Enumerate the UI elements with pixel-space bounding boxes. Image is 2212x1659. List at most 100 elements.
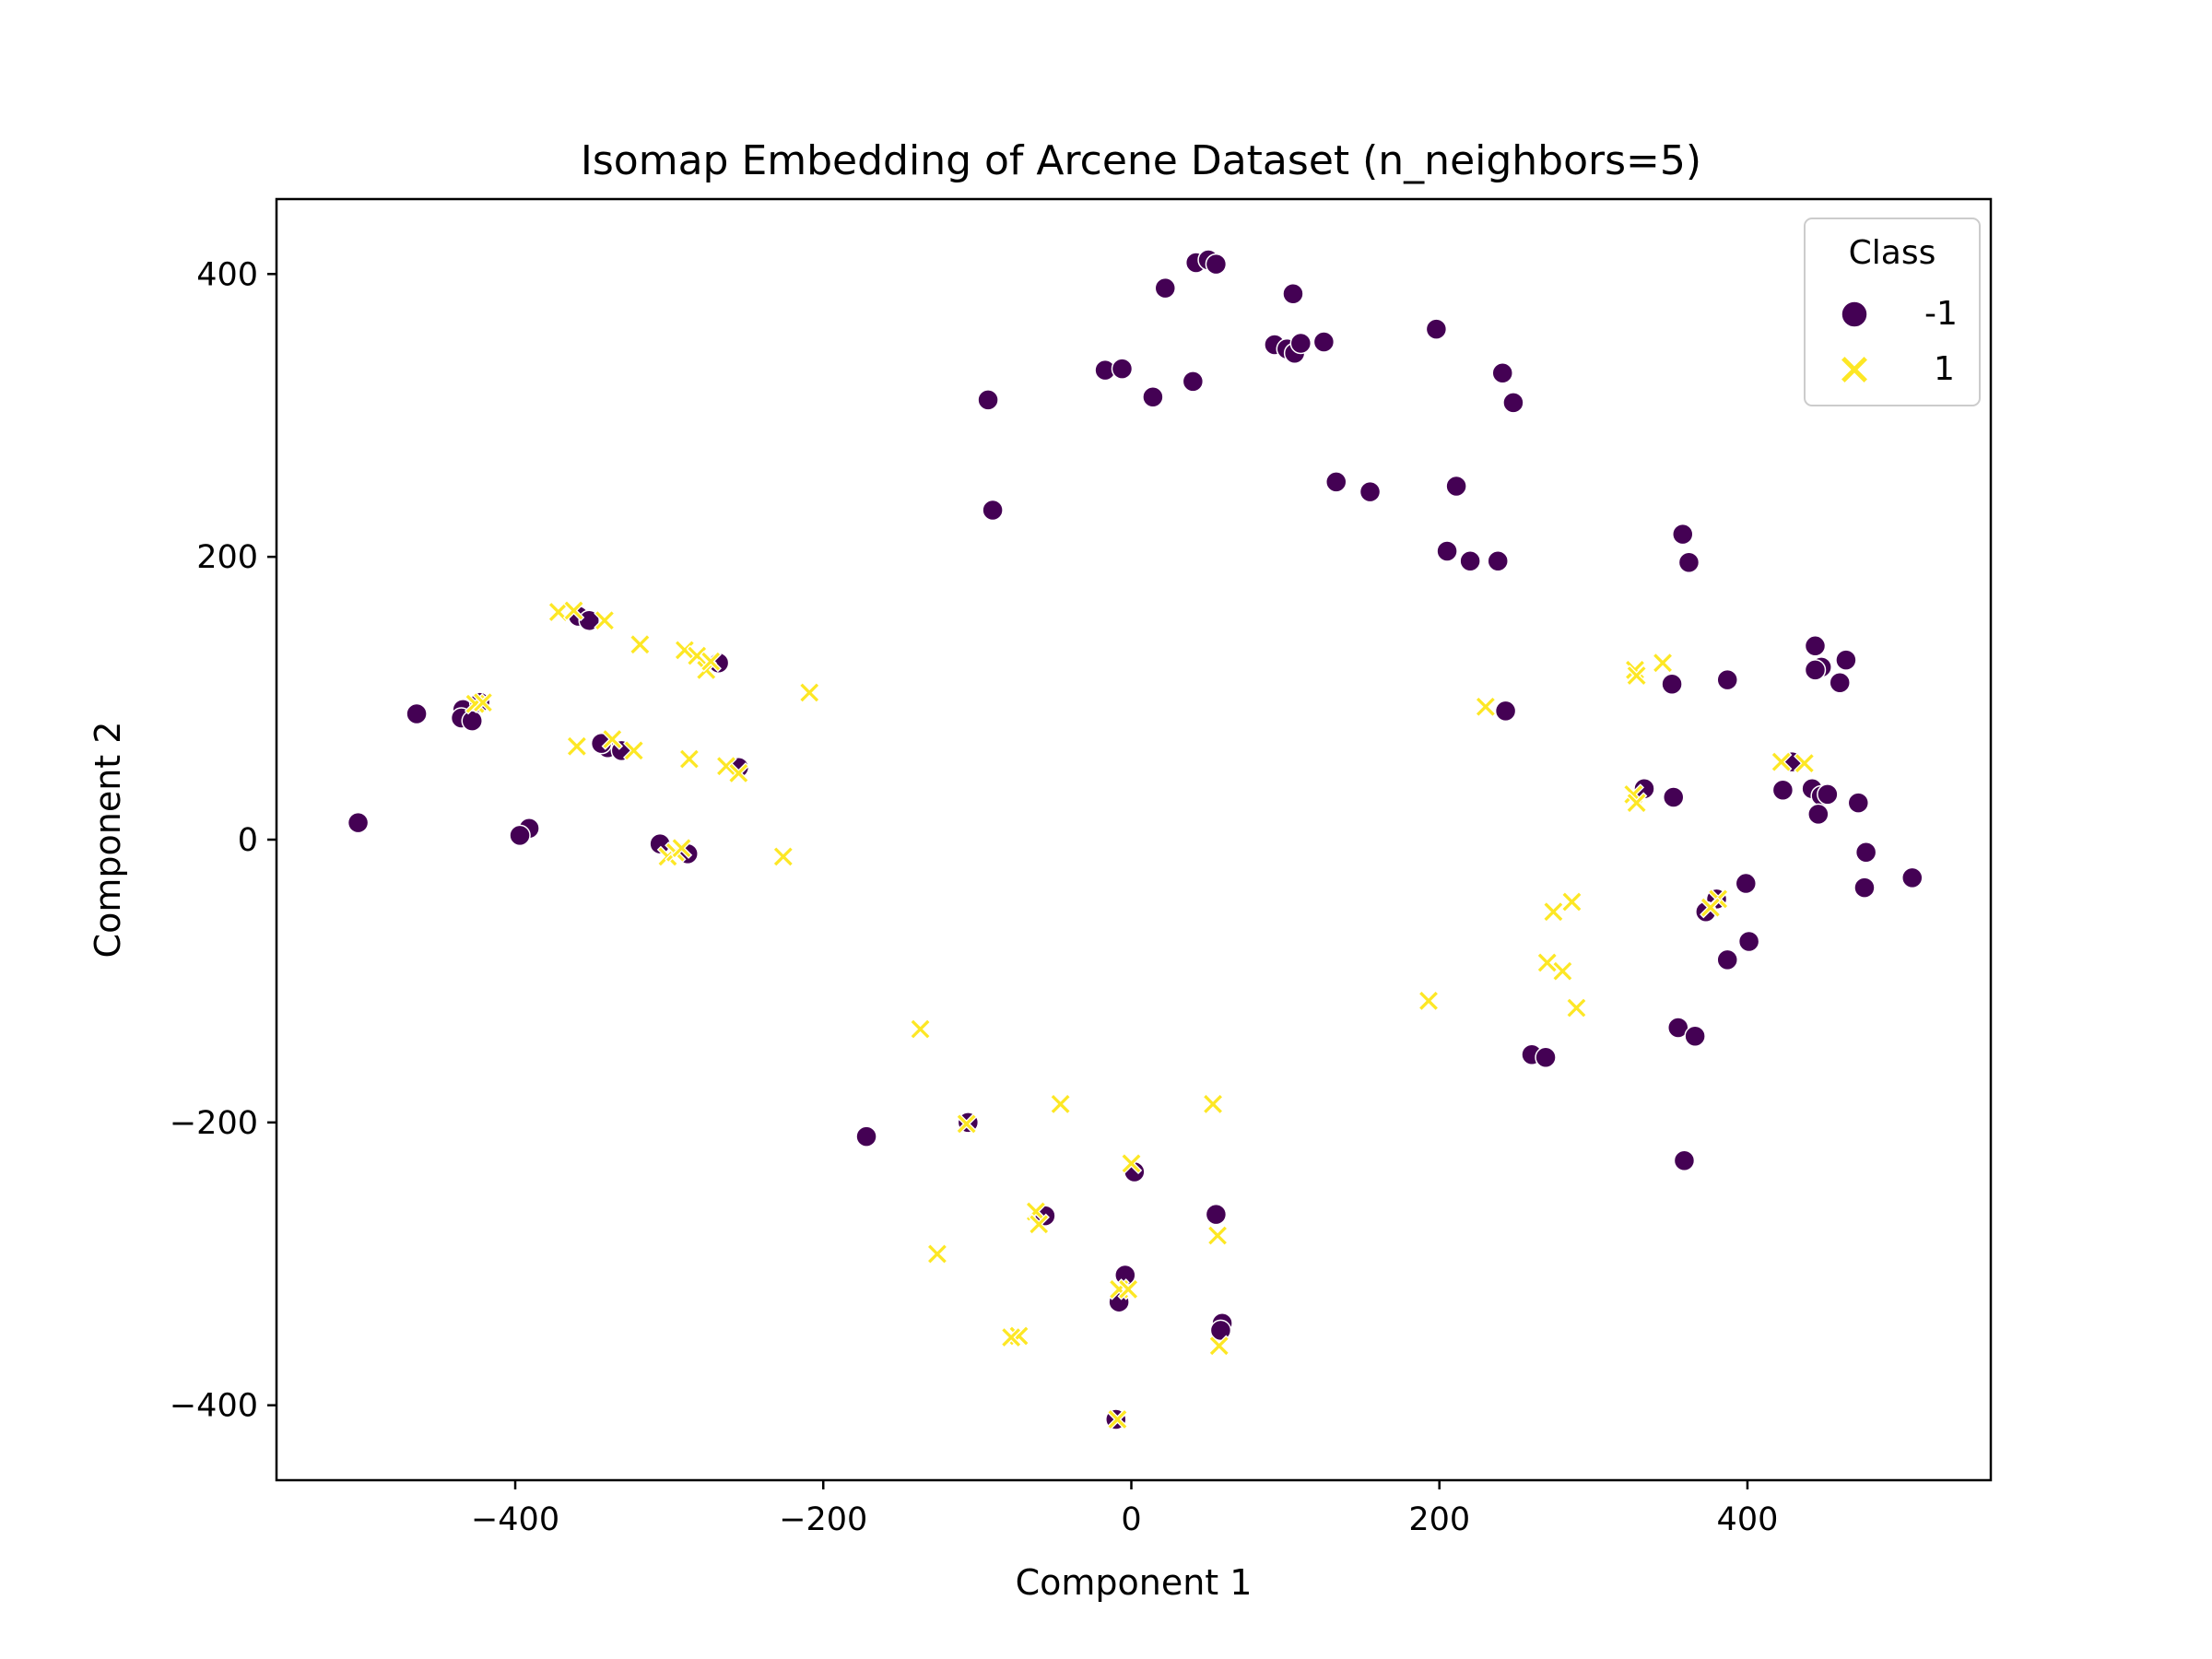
data-point-class-1 [1551,959,1574,982]
legend-label-1: 1 [1934,350,1955,388]
y-tick-label: 0 [238,822,258,859]
data-point-class-neg1 [982,499,1004,522]
data-point-class-neg1 [1854,841,1877,864]
data-point-class-neg1 [855,1125,877,1147]
y-tick-label: 200 [196,539,258,576]
x-tick-label: −400 [471,1501,559,1538]
data-point-class-neg1 [977,389,999,411]
data-point-class-neg1 [1289,332,1312,355]
data-point-class-neg1 [1325,471,1347,493]
x-tick-label: 0 [1121,1501,1141,1538]
data-point-class-neg1 [1661,673,1683,695]
data-point-class-neg1 [1804,635,1827,657]
data-point-class-1 [1028,1213,1050,1236]
data-point-class-1 [622,739,645,762]
data-point-class-1 [594,609,616,631]
data-point-class-neg1 [1737,930,1760,953]
data-point-class-neg1 [1847,792,1870,814]
data-point-class-neg1 [1111,358,1134,380]
data-point-class-neg1 [1673,1149,1696,1172]
x-tick-label: 400 [1717,1501,1779,1538]
data-point-class-neg1 [1835,649,1857,671]
data-point-class-neg1 [347,811,370,834]
legend-title: Class [1849,234,1936,272]
data-point-class-1 [909,1018,932,1041]
data-point-class-neg1 [1667,1017,1689,1039]
data-point-class-1 [601,728,624,750]
x-tick-label: 200 [1408,1501,1470,1538]
data-point-class-neg1 [1487,550,1509,572]
legend-label-neg1: -1 [1924,295,1958,333]
data-point-class-1 [1565,996,1588,1019]
data-point-class-neg1 [1735,872,1758,895]
data-point-class-neg1 [1282,283,1304,305]
data-point-class-1 [1535,951,1559,974]
data-point-class-1 [472,691,494,713]
data-point-class-neg1 [1209,1319,1232,1342]
data-point-class-neg1 [1425,318,1448,340]
data-point-class-neg1 [1436,540,1458,562]
data-point-class-1 [629,633,652,655]
data-point-class-neg1 [578,609,600,631]
data-point-class-neg1 [1771,779,1794,802]
data-point-class-1 [1542,900,1565,923]
data-point-class-neg1 [1807,803,1830,826]
data-point-class-1 [1117,1278,1139,1300]
data-point-class-1 [700,650,722,673]
data-point-class-neg1 [1142,386,1164,408]
legend-marker-x [1839,354,1870,385]
data-point-class-neg1 [1901,866,1924,889]
data-point-class-neg1 [1662,786,1685,808]
data-point-class-neg1 [1829,671,1851,694]
y-axis-ticks: −400 −200 0 200 400 [170,256,276,1425]
data-point-class-1 [955,1112,978,1135]
x-axis-label: Component 1 [1016,1562,1253,1603]
data-point-class-1 [1208,1335,1230,1357]
data-point-class-1 [1106,1408,1129,1430]
data-point-class-1 [1000,1326,1022,1348]
data-point-class-neg1 [1716,948,1738,971]
data-point-class-neg1 [1205,1203,1228,1226]
data-point-class-neg1 [1684,1025,1706,1048]
data-point-class-neg1 [1182,371,1205,393]
data-point-class-neg1 [1677,551,1700,574]
data-point-class-neg1 [1535,1046,1557,1069]
data-point-class-1 [1794,752,1816,774]
y-tick-label: −200 [170,1105,258,1142]
legend-marker-circle [1841,300,1868,328]
data-point-class-1 [1700,896,1722,919]
data-point-class-1 [727,762,750,784]
data-point-class-1 [1206,1224,1229,1247]
data-point-class-1 [566,735,588,758]
data-point-class-1 [1652,652,1674,674]
plot-area-frame [275,197,1993,1482]
data-point-class-neg1 [1154,276,1177,300]
data-point-class-neg1 [1853,877,1876,899]
data-point-class-neg1 [1459,550,1481,572]
data-point-class-neg1 [1312,331,1335,353]
data-point-class-neg1 [1502,392,1524,414]
x-tick-label: −200 [779,1501,867,1538]
y-axis-label: Component 2 [88,722,128,959]
data-point-class-1 [1560,890,1583,913]
data-point-class-neg1 [1491,361,1513,384]
data-point-class-1 [562,599,585,622]
data-point-class-neg1 [509,824,531,847]
data-point-class-1 [1771,750,1793,773]
y-tick-label: 400 [196,256,258,293]
data-point-class-1 [678,747,700,771]
data-point-class-1 [1202,1093,1224,1115]
data-point-class-neg1 [1445,475,1467,498]
data-point-class-1 [1418,990,1440,1012]
data-point-class-neg1 [1804,659,1827,681]
data-point-class-1 [772,845,794,868]
data-markers [347,249,1924,1430]
data-point-class-neg1 [1716,668,1738,691]
data-point-class-1 [1120,1152,1143,1175]
data-point-class-1 [670,837,693,859]
chart-title: Isomap Embedding of Arcene Dataset (n_ne… [581,137,1701,184]
data-point-class-1 [1475,696,1497,718]
data-point-class-1 [1625,792,1648,814]
data-point-class-1 [1625,665,1648,687]
